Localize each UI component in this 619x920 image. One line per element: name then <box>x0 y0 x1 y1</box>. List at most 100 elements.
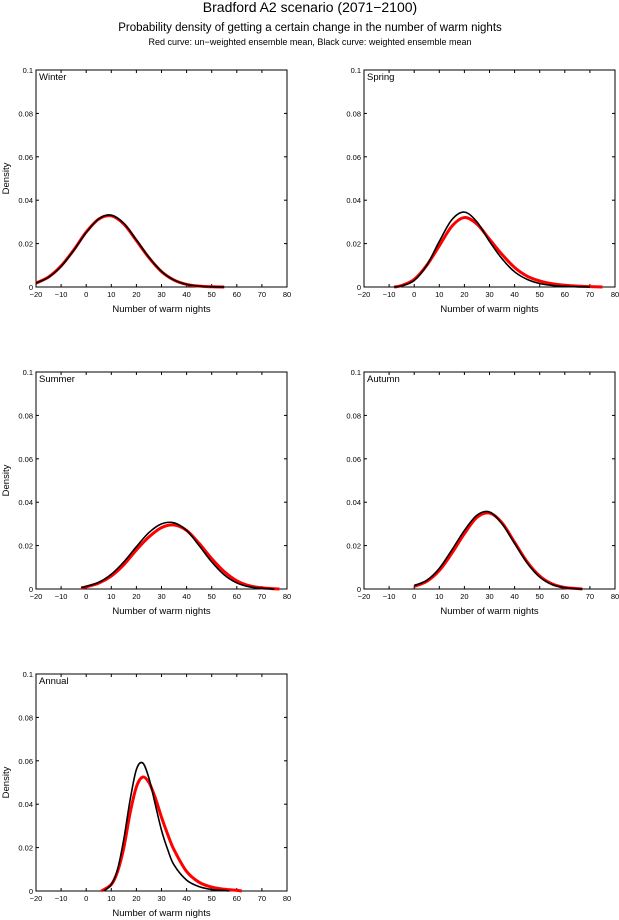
x-tick-label: 0 <box>84 592 88 601</box>
x-tick-label: 0 <box>84 894 88 903</box>
y-tick-label: 0.02 <box>18 844 33 853</box>
y-tick-label: 0.06 <box>18 153 33 162</box>
y-tick-label: 0.02 <box>18 240 33 249</box>
x-tick-label: 30 <box>157 894 165 903</box>
y-tick-label: 0.1 <box>23 670 33 679</box>
x-tick-label: 70 <box>586 592 594 601</box>
unweighted-mean-curve <box>80 523 280 591</box>
y-tick-label: 0.02 <box>18 542 33 551</box>
x-tick-label: 0 <box>84 290 88 299</box>
x-tick-label: 20 <box>460 290 468 299</box>
y-tick-label: 0.1 <box>351 66 361 75</box>
x-tick-label: 80 <box>611 592 619 601</box>
x-tick-label: 10 <box>107 592 115 601</box>
y-tick-label: 0.08 <box>18 109 33 118</box>
y-tick-label: 0.1 <box>23 66 33 75</box>
x-tick-label: 80 <box>283 290 291 299</box>
x-tick-label: 10 <box>107 290 115 299</box>
y-tick-label: 0.08 <box>346 109 361 118</box>
y-tick-label: 0 <box>29 585 33 594</box>
x-tick-label: −20 <box>30 290 43 299</box>
panel-annual: −20 −10 0 10 20 30 40 50 60 70 80 0 0.02 0.04 0.06 0.08… <box>1 670 291 919</box>
x-tick-label: 30 <box>157 592 165 601</box>
x-tick-label: 40 <box>510 592 518 601</box>
x-tick-label: 40 <box>182 592 190 601</box>
x-axis-label: Number of warm nights <box>440 606 538 617</box>
x-tick-label: −20 <box>358 592 371 601</box>
x-tick-label: 60 <box>561 592 569 601</box>
x-tick-label: 30 <box>485 592 493 601</box>
y-tick-label: 0 <box>357 585 361 594</box>
x-tick-label: 50 <box>208 592 216 601</box>
panel-label: Autumn <box>367 374 400 385</box>
panel-label: Spring <box>367 72 394 83</box>
y-tick-label: 0 <box>29 283 33 292</box>
x-tick-label: 70 <box>258 290 266 299</box>
weighted-mean-curve <box>394 211 590 288</box>
x-tick-label: 70 <box>586 290 594 299</box>
y-tick-label: 0.1 <box>23 368 33 377</box>
y-tick-label: 0.02 <box>346 240 361 249</box>
x-axis-label: Number of warm nights <box>440 304 538 315</box>
x-tick-label: 0 <box>412 290 416 299</box>
panel-label: Summer <box>39 374 75 385</box>
y-tick-label: 0.02 <box>346 542 361 551</box>
y-tick-label: 0.04 <box>18 498 33 507</box>
x-tick-label: 20 <box>460 592 468 601</box>
y-tick-label: 0.04 <box>346 498 361 507</box>
x-tick-label: 50 <box>208 290 216 299</box>
x-tick-label: −20 <box>358 290 371 299</box>
y-tick-label: 0.06 <box>346 455 361 464</box>
x-axis-label: Number of warm nights <box>112 304 210 315</box>
x-tick-label: −10 <box>55 592 68 601</box>
y-tick-label: 0.04 <box>18 800 33 809</box>
x-tick-label: −10 <box>383 290 396 299</box>
y-tick-label: 0.08 <box>18 411 33 420</box>
plot-frame <box>363 69 616 288</box>
y-tick-label: 0 <box>29 887 33 896</box>
y-tick-label: 0.1 <box>351 368 361 377</box>
plot-frame <box>35 673 288 892</box>
x-tick-label: 70 <box>258 894 266 903</box>
panel-winter: −20 −10 0 10 20 30 40 50 60 70 80 0 0.02 0.04 0.06 0.08… <box>1 66 291 315</box>
figure-title: Bradford A2 scenario (2071−2100) <box>203 0 417 15</box>
figure-subtitle: Probability density of getting a certain… <box>118 22 502 34</box>
x-tick-label: 60 <box>233 894 241 903</box>
x-tick-label: −10 <box>55 290 68 299</box>
x-tick-label: 70 <box>258 592 266 601</box>
x-tick-label: 20 <box>132 290 140 299</box>
x-tick-label: 80 <box>611 290 619 299</box>
x-tick-label: 30 <box>485 290 493 299</box>
x-axis-label: Number of warm nights <box>112 606 210 617</box>
weighted-mean-curve <box>103 761 230 892</box>
x-tick-label: 40 <box>182 894 190 903</box>
x-tick-label: 30 <box>157 290 165 299</box>
panels: −20 −10 0 10 20 30 40 50 60 70 80 0 0.02 0.04 0.06 0.08… <box>1 66 619 919</box>
figure-note: Red curve: un−weighted ensemble mean, Bl… <box>149 37 472 47</box>
y-tick-label: 0 <box>357 283 361 292</box>
x-tick-label: −10 <box>55 894 68 903</box>
weighted-mean-curve <box>35 214 225 288</box>
panel-autumn: −20 −10 0 10 20 30 40 50 60 70 80 0 0.02 0.04 0.06 0.08… <box>346 368 619 617</box>
y-tick-label: 0.06 <box>18 757 33 766</box>
x-tick-label: 50 <box>208 894 216 903</box>
plot-frame <box>363 371 616 590</box>
y-axis-label: Density <box>1 766 12 798</box>
y-axis-label: Density <box>1 464 12 496</box>
panel-label: Winter <box>39 72 66 83</box>
y-tick-label: 0.08 <box>346 411 361 420</box>
plot-frame <box>35 371 288 590</box>
y-tick-label: 0.04 <box>346 196 361 205</box>
plot-frame <box>35 69 288 288</box>
x-tick-label: 60 <box>233 592 241 601</box>
x-tick-label: 50 <box>536 592 544 601</box>
unweighted-mean-curve <box>100 775 243 893</box>
x-tick-label: 40 <box>182 290 190 299</box>
x-tick-label: 60 <box>561 290 569 299</box>
x-tick-label: 50 <box>536 290 544 299</box>
x-axis-label: Number of warm nights <box>112 908 210 919</box>
x-tick-label: 20 <box>132 592 140 601</box>
weighted-mean-curve <box>413 510 583 590</box>
y-tick-label: 0.04 <box>18 196 33 205</box>
